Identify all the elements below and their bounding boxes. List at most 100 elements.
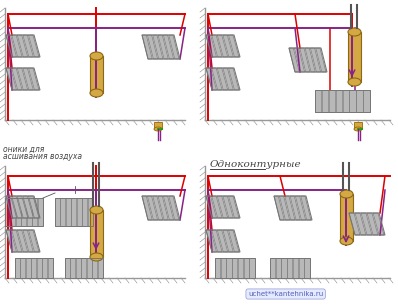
Polygon shape xyxy=(17,35,28,57)
Polygon shape xyxy=(217,230,228,252)
Polygon shape xyxy=(223,196,233,218)
Polygon shape xyxy=(206,196,217,218)
Polygon shape xyxy=(12,196,22,218)
Polygon shape xyxy=(28,230,39,252)
Polygon shape xyxy=(349,213,360,235)
Polygon shape xyxy=(153,35,163,59)
Bar xyxy=(48,258,53,278)
Polygon shape xyxy=(17,196,28,218)
Bar xyxy=(27,198,32,226)
Bar xyxy=(363,90,369,112)
Bar xyxy=(154,122,162,129)
Polygon shape xyxy=(295,48,304,72)
Polygon shape xyxy=(279,196,290,220)
Bar xyxy=(15,258,20,278)
Bar xyxy=(244,258,249,278)
Bar xyxy=(356,90,363,112)
Polygon shape xyxy=(212,68,222,90)
Polygon shape xyxy=(212,35,222,57)
Text: uchet**kantehnika.ru: uchet**kantehnika.ru xyxy=(248,291,323,297)
Polygon shape xyxy=(217,35,228,57)
Bar xyxy=(98,258,103,278)
Ellipse shape xyxy=(348,78,361,86)
Bar xyxy=(336,90,342,112)
Polygon shape xyxy=(300,48,310,72)
Ellipse shape xyxy=(90,206,103,214)
Bar xyxy=(70,258,75,278)
Polygon shape xyxy=(295,196,306,220)
Polygon shape xyxy=(17,230,28,252)
Bar xyxy=(349,90,356,112)
Bar xyxy=(87,258,92,278)
Polygon shape xyxy=(223,35,233,57)
Bar xyxy=(77,198,82,226)
Bar xyxy=(304,258,310,278)
Polygon shape xyxy=(12,230,22,252)
Polygon shape xyxy=(217,196,228,218)
Ellipse shape xyxy=(340,190,353,198)
Polygon shape xyxy=(163,196,174,220)
Bar xyxy=(26,258,31,278)
Polygon shape xyxy=(23,230,33,252)
Bar xyxy=(315,90,321,112)
Bar xyxy=(270,258,310,278)
Bar xyxy=(76,258,81,278)
Bar xyxy=(55,198,60,226)
Polygon shape xyxy=(169,35,179,59)
Bar xyxy=(215,258,220,278)
Bar xyxy=(15,258,53,278)
Bar xyxy=(31,258,36,278)
Bar xyxy=(276,258,281,278)
Polygon shape xyxy=(310,48,321,72)
Polygon shape xyxy=(28,196,39,218)
Bar xyxy=(232,258,237,278)
Bar xyxy=(249,258,254,278)
Bar xyxy=(42,258,47,278)
Bar xyxy=(60,198,65,226)
Bar xyxy=(293,258,298,278)
Ellipse shape xyxy=(90,89,103,97)
Bar xyxy=(37,198,43,226)
Polygon shape xyxy=(228,35,239,57)
Bar xyxy=(340,194,353,241)
Polygon shape xyxy=(285,196,295,220)
Polygon shape xyxy=(17,68,28,90)
Polygon shape xyxy=(6,35,17,57)
Polygon shape xyxy=(163,35,174,59)
Polygon shape xyxy=(217,68,228,90)
Bar xyxy=(71,198,76,226)
Polygon shape xyxy=(361,213,372,235)
Polygon shape xyxy=(142,35,152,59)
Text: Одноконтурные: Одноконтурные xyxy=(210,160,302,169)
Bar xyxy=(354,122,362,129)
Ellipse shape xyxy=(340,237,353,245)
Polygon shape xyxy=(274,196,284,220)
Polygon shape xyxy=(28,68,39,90)
Bar xyxy=(65,258,103,278)
Bar xyxy=(343,90,349,112)
Ellipse shape xyxy=(354,127,362,131)
Polygon shape xyxy=(6,68,17,90)
Bar xyxy=(5,198,43,226)
Polygon shape xyxy=(212,196,222,218)
Polygon shape xyxy=(228,196,239,218)
Polygon shape xyxy=(373,213,384,235)
Polygon shape xyxy=(142,196,152,220)
Polygon shape xyxy=(147,196,158,220)
Polygon shape xyxy=(28,35,39,57)
Polygon shape xyxy=(316,48,326,72)
Polygon shape xyxy=(228,68,239,90)
Bar xyxy=(82,198,87,226)
Polygon shape xyxy=(228,230,239,252)
Bar xyxy=(5,198,10,226)
Polygon shape xyxy=(206,35,217,57)
Polygon shape xyxy=(290,196,300,220)
Bar xyxy=(16,198,21,226)
Bar xyxy=(298,258,304,278)
Text: оники для: оники для xyxy=(3,145,44,154)
Polygon shape xyxy=(300,196,311,220)
Polygon shape xyxy=(305,48,315,72)
Bar xyxy=(21,198,26,226)
Bar xyxy=(315,90,370,112)
Polygon shape xyxy=(158,35,168,59)
